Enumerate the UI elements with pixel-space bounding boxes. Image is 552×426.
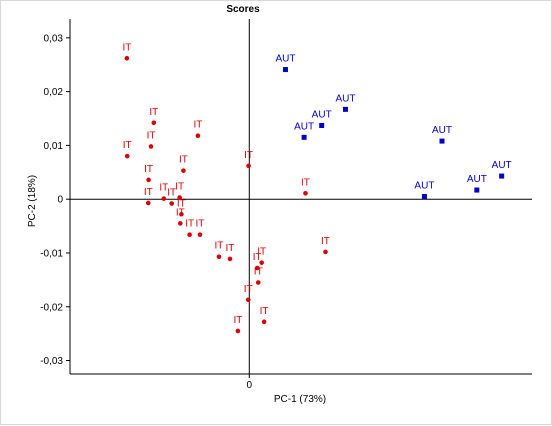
data-point-label: AUT: [335, 93, 355, 104]
data-point-circle: [169, 201, 175, 206]
data-point-label: IT: [179, 155, 188, 166]
data-point-label: IT: [253, 252, 262, 263]
data-point-label: IT: [176, 207, 185, 218]
data-point-circle: [146, 177, 151, 183]
data-point-square: [342, 106, 348, 112]
data-point-label: AUT: [294, 121, 314, 132]
data-point-square: [282, 67, 288, 73]
data-point-circle: [261, 319, 267, 325]
data-point-circle: [216, 254, 222, 260]
data-point-circle: [259, 260, 264, 265]
y-tick-label: -0,02: [40, 302, 63, 313]
data-point-circle: [179, 211, 184, 217]
data-point-circle: [145, 200, 151, 206]
data-point-circle: [187, 232, 192, 237]
data-point-label: IT: [214, 241, 223, 252]
data-point-label: IT: [301, 177, 310, 188]
data-point-label: IT: [122, 42, 131, 53]
data-point-label: IT: [244, 150, 253, 161]
data-point-circle: [178, 221, 183, 226]
data-point-circle: [254, 265, 260, 271]
data-point-circle: [177, 195, 182, 200]
data-point-label: IT: [123, 140, 132, 151]
data-point-circle: [323, 249, 328, 255]
y-tick-label: -0,01: [40, 248, 63, 259]
data-point-label: IT: [233, 315, 242, 326]
data-point-circle: [246, 163, 251, 169]
data-point-circle: [303, 190, 308, 196]
data-point-label: IT: [244, 284, 253, 295]
data-point-circle: [255, 280, 261, 285]
data-point-label: IT: [226, 243, 235, 254]
data-point-square: [319, 123, 325, 128]
y-tick-label: 0,03: [44, 33, 64, 44]
data-point-label: AUT: [414, 181, 434, 192]
data-point-label: IT: [321, 236, 330, 247]
data-point-label: IT: [193, 120, 202, 131]
data-point-circle: [148, 144, 154, 149]
x-tick-label: 0: [247, 380, 253, 391]
data-point-circle: [181, 168, 186, 173]
data-point-label: IT: [177, 198, 186, 209]
data-point-square: [499, 173, 505, 179]
data-point-circle: [151, 120, 157, 126]
x-axis-title: PC-1 (73%): [274, 394, 326, 405]
data-point-circle: [227, 256, 233, 262]
data-point-square: [439, 138, 445, 144]
data-point-label: AUT: [492, 160, 512, 171]
y-tick-label: 0,01: [44, 141, 64, 152]
data-point-circle: [245, 297, 251, 303]
y-tick-label: -0,03: [40, 356, 63, 367]
data-point-circle: [124, 153, 130, 159]
data-point-circle: [124, 55, 130, 61]
data-point-label: AUT: [275, 54, 295, 65]
data-point-label: AUT: [467, 174, 487, 185]
data-point-label: IT: [175, 182, 184, 193]
data-point-label: IT: [144, 164, 153, 175]
data-point-circle: [195, 133, 201, 139]
data-point-label: IT: [254, 267, 263, 278]
data-point-circle: [197, 232, 203, 237]
data-point-label: AUT: [312, 110, 332, 121]
data-point-label: AUT: [432, 125, 452, 136]
y-tick-label: 0,02: [44, 87, 64, 98]
chart-title: Scores: [226, 4, 260, 15]
data-point-circle: [161, 196, 167, 201]
data-point-square: [421, 194, 427, 199]
data-point-label: IT: [144, 187, 153, 198]
data-point-label: IT: [159, 183, 168, 194]
data-point-label: IT: [167, 187, 176, 198]
data-point-square: [474, 187, 480, 193]
data-point-label: IT: [185, 219, 194, 230]
data-point-label: IT: [147, 130, 156, 141]
data-point-label: IT: [257, 247, 266, 258]
y-tick-label: 0: [57, 195, 63, 206]
data-point-label: IT: [149, 107, 158, 118]
data-point-square: [301, 134, 307, 140]
data-point-label: IT: [196, 219, 205, 230]
data-point-circle: [235, 328, 241, 334]
data-point-label: IT: [260, 306, 269, 317]
y-axis-title: PC-2 (18%): [27, 175, 38, 227]
